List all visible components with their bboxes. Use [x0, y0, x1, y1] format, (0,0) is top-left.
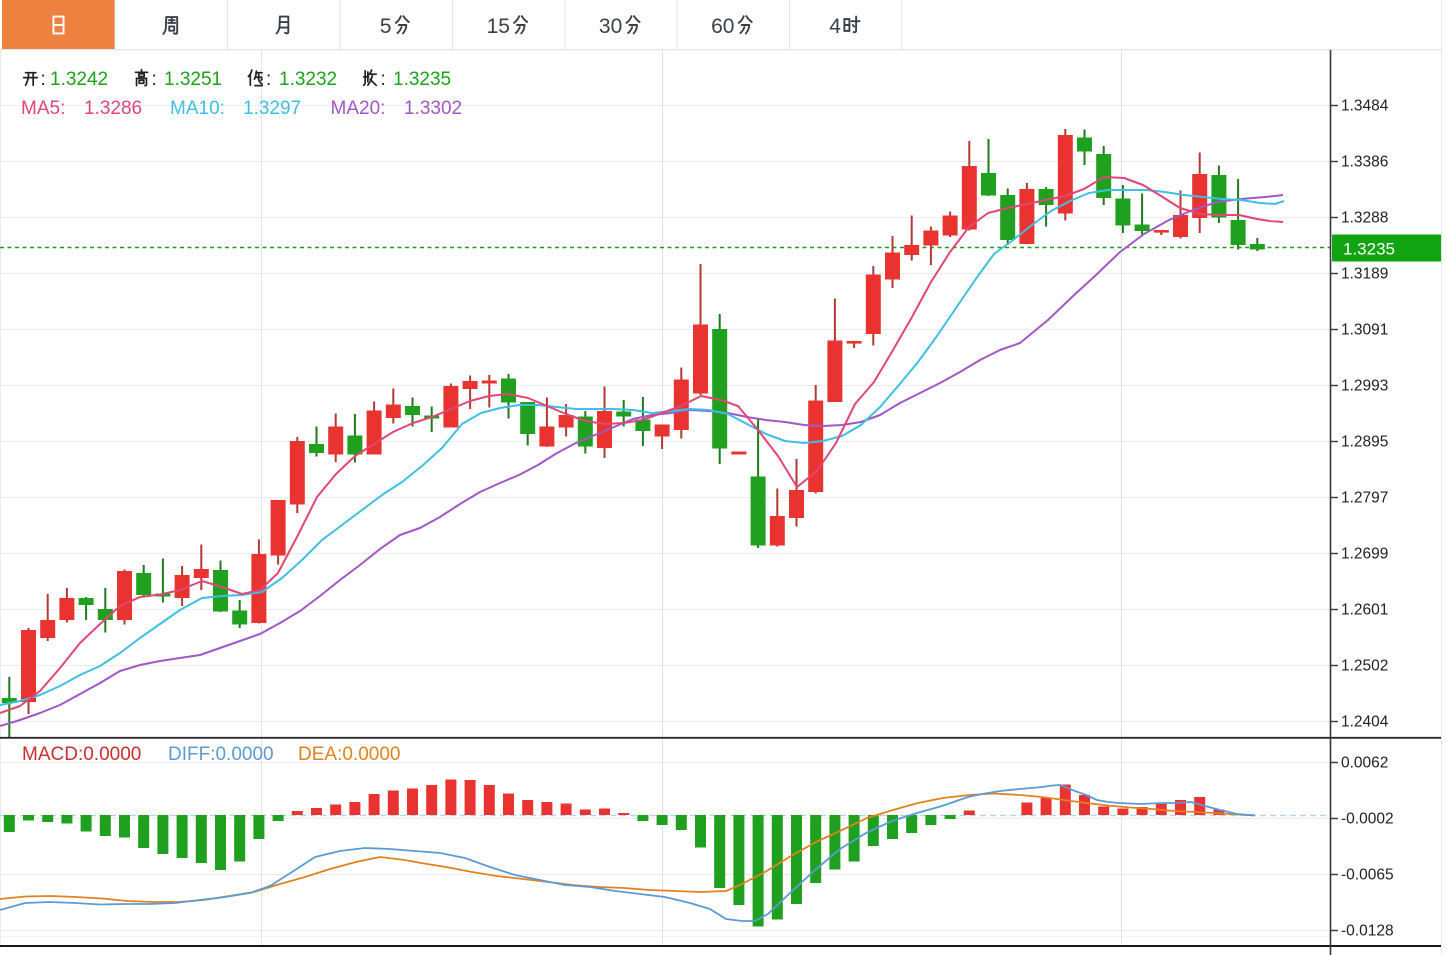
svg-text:1.2699: 1.2699	[1341, 546, 1388, 563]
svg-text:1.3302: 1.3302	[404, 98, 462, 119]
svg-text:MA5:: MA5:	[21, 98, 65, 119]
svg-text:1.2993: 1.2993	[1341, 378, 1388, 395]
svg-text:1.3235: 1.3235	[393, 69, 451, 90]
svg-text:1.3484: 1.3484	[1341, 98, 1389, 115]
svg-text:1.3235: 1.3235	[1343, 240, 1395, 259]
svg-text:5: 5	[380, 15, 392, 38]
svg-text::: :	[41, 69, 46, 90]
svg-text:15: 15	[487, 15, 510, 38]
svg-text:1.3189: 1.3189	[1341, 266, 1388, 283]
svg-text:-0.0128: -0.0128	[1341, 923, 1394, 940]
svg-text:-0.0065: -0.0065	[1341, 867, 1394, 884]
svg-text:MA20:: MA20:	[331, 98, 386, 119]
svg-text:1.2895: 1.2895	[1341, 434, 1388, 451]
svg-text:MACD:0.0000: MACD:0.0000	[22, 744, 141, 765]
svg-text:1.2404: 1.2404	[1341, 714, 1389, 731]
svg-text:1.2502: 1.2502	[1341, 658, 1388, 675]
svg-text:1.3251: 1.3251	[164, 69, 222, 90]
svg-text:1.3286: 1.3286	[84, 98, 142, 119]
svg-text:1.2601: 1.2601	[1341, 602, 1388, 619]
svg-text:1.3288: 1.3288	[1341, 210, 1388, 227]
svg-text:1.3297: 1.3297	[243, 98, 301, 119]
svg-text:1.3242: 1.3242	[50, 69, 108, 90]
svg-text::: :	[381, 69, 386, 90]
svg-text:DEA:0.0000: DEA:0.0000	[298, 744, 400, 765]
svg-text:4: 4	[829, 15, 841, 38]
svg-text:DIFF:0.0000: DIFF:0.0000	[168, 744, 274, 765]
svg-text::: :	[152, 69, 157, 90]
svg-text:0.0062: 0.0062	[1341, 755, 1388, 772]
svg-text:MA10:: MA10:	[170, 98, 225, 119]
svg-text:-0.0002: -0.0002	[1341, 811, 1394, 828]
svg-text:1.3386: 1.3386	[1341, 154, 1388, 171]
svg-text:1.3232: 1.3232	[279, 69, 337, 90]
svg-text:1.3091: 1.3091	[1341, 322, 1388, 339]
svg-text:1.2797: 1.2797	[1341, 490, 1388, 507]
svg-text::: :	[266, 69, 271, 90]
svg-text:30: 30	[599, 15, 622, 38]
svg-text:60: 60	[711, 15, 734, 38]
